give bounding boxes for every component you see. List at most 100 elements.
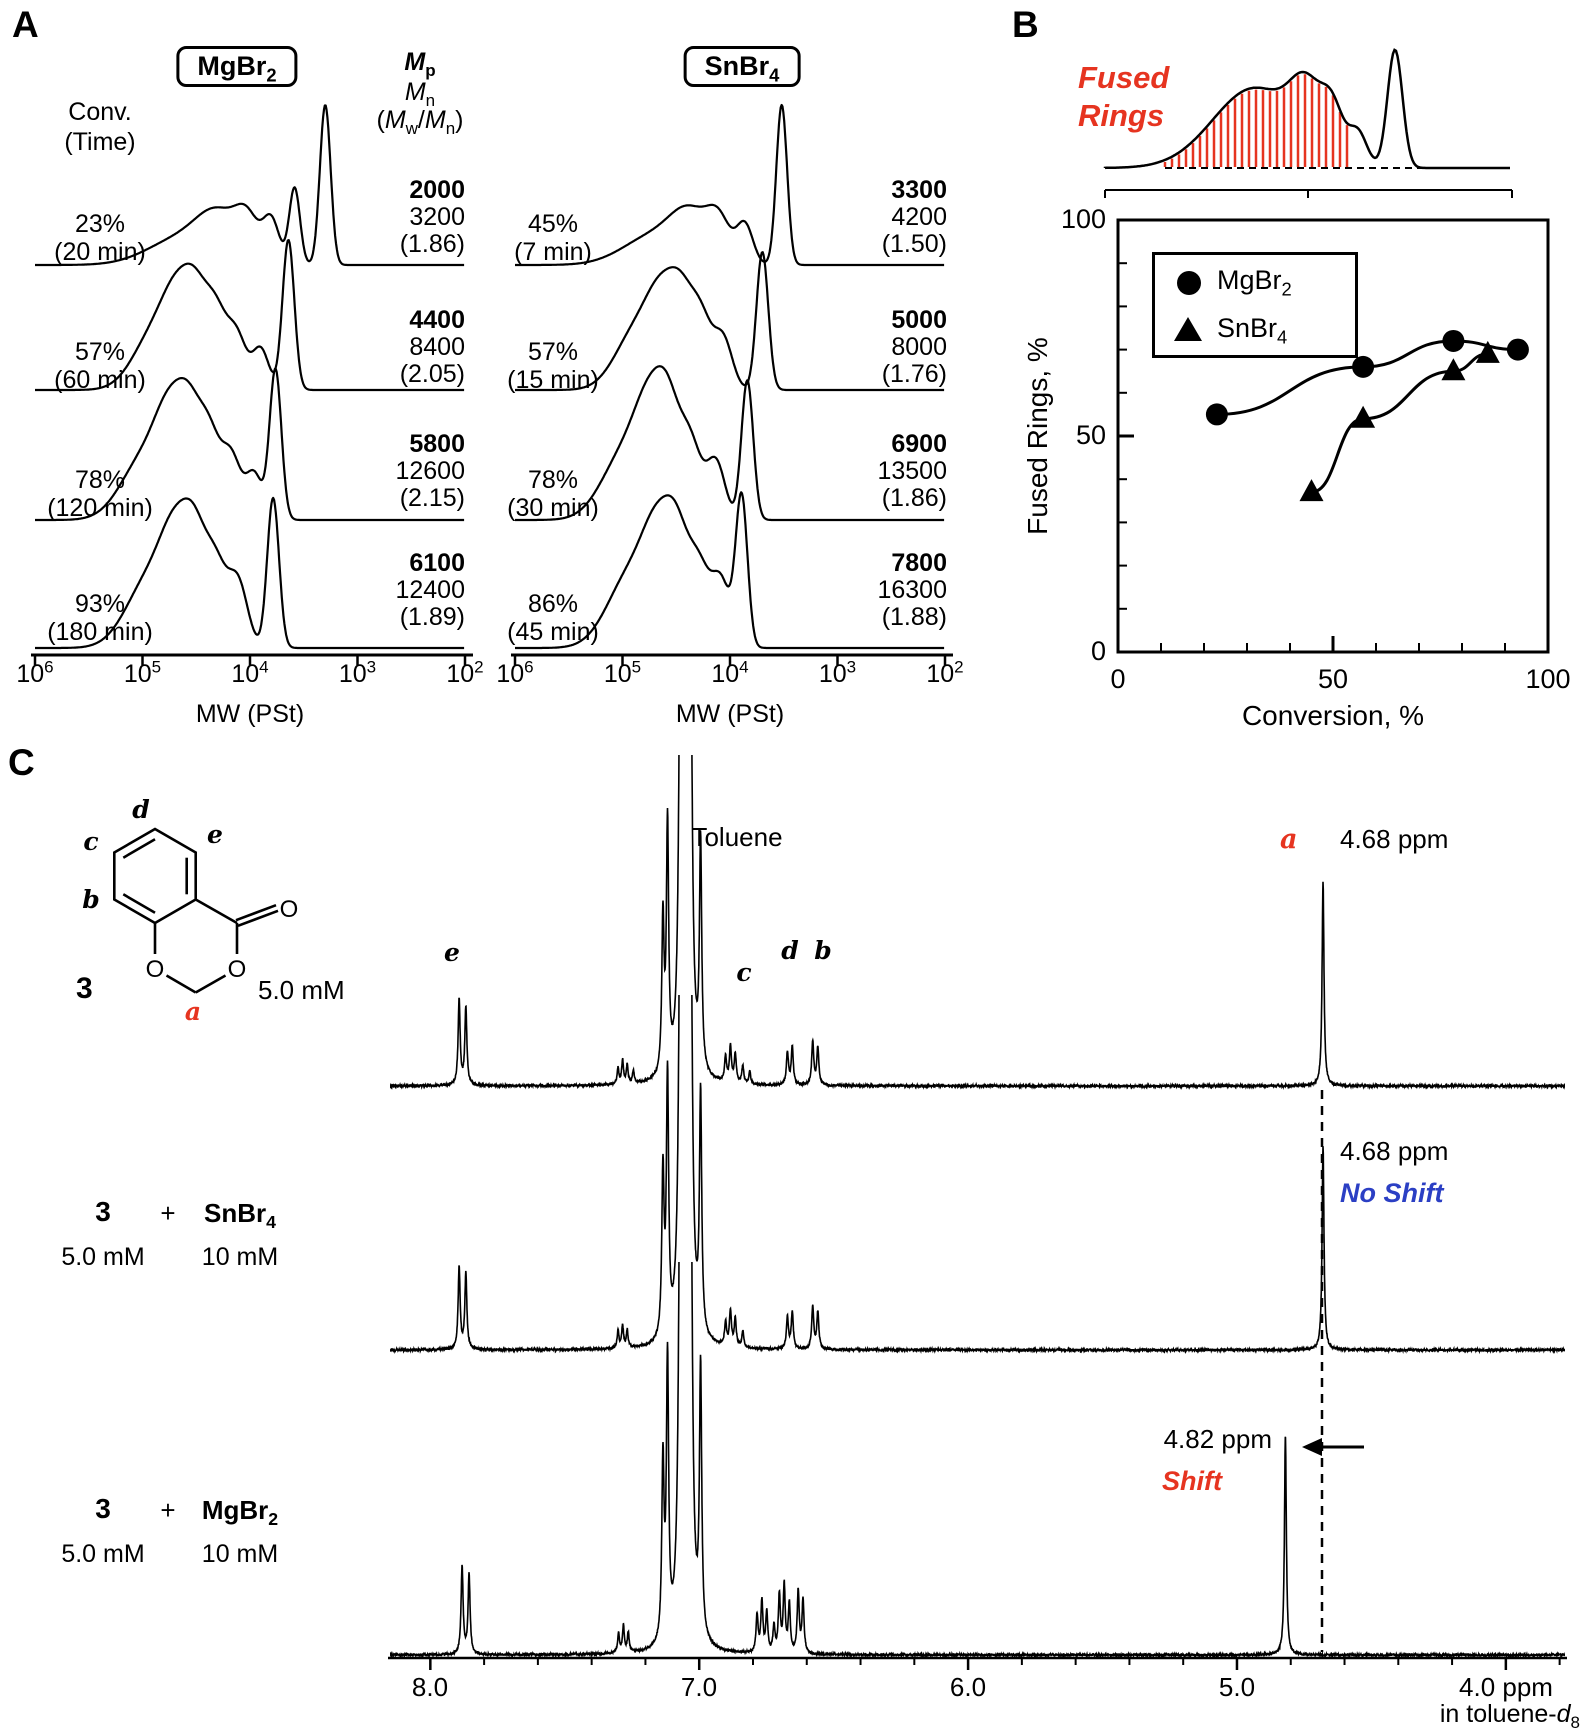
trace-time-label: (45 min) [507,618,599,646]
trend-curve-snbr4 [1311,352,1488,494]
trace-pdi-value: (2.05) [399,360,465,388]
trace-pdi-value: (1.88) [881,603,947,631]
atom-label-e: e [207,820,223,849]
trace-pdi-value: (1.86) [399,230,465,258]
carbonyl-oxygen: O [280,896,299,923]
data-point-circle [1352,355,1375,378]
gpc-trace-curve [514,251,945,392]
gpc-trace-curve [34,496,465,650]
pdi-header: (Mw/Mn) [376,106,464,138]
mix2-reagent: SnBr4 [204,1198,276,1233]
mix3-reagent: MgBr2 [201,1495,279,1530]
trace-conversion-label: 57% [74,338,126,366]
trace-mn-value: 8000 [891,333,947,361]
peak-c-label: c [736,958,752,987]
trace-mn-value: 4200 [891,203,947,231]
atom-label-b: b [82,885,99,914]
mw-axis-tick: 105 [123,657,162,688]
mix2-conc1: 5.0 mM [61,1243,145,1271]
trace-conversion-label: 45% [527,210,579,238]
peak-b-label: b [814,936,832,965]
shift-arrow-head [1302,1438,1322,1456]
data-point-triangle [1475,340,1500,363]
gpc-trace-curve [34,104,465,267]
mw-axis-tick: 103 [818,657,857,688]
ppm-tick-8: 8.0 [411,1672,449,1702]
trace-pdi-value: (1.76) [881,360,947,388]
data-point-circle [1442,329,1465,352]
trace-time-label: (15 min) [507,366,599,394]
compound-3-structure: O O O d c b e a [82,795,299,1026]
ppm-tick-7: 7.0 [680,1672,718,1702]
trace-conversion-label: 86% [527,590,579,618]
trace-conversion-label: 78% [74,466,126,494]
trace-pdi-value: (1.86) [881,484,947,512]
data-point-circle [1205,403,1228,426]
ppm-axis [388,1656,1567,1670]
mw-axis-tick: 106 [496,657,534,688]
nmr-annotation-overlay [1302,1090,1364,1652]
s3-shift-note: Shift [1162,1466,1222,1496]
solvent-note: in toluene-d8 [1439,1700,1580,1731]
data-point-triangle [1441,358,1466,381]
s2-shift-value: 4.68 ppm [1340,1136,1449,1166]
fused-rings-plot [1116,218,1550,654]
gpc-traces-snbr4 [511,103,953,665]
legend-circle-marker [1177,271,1201,295]
catalyst-label-mgbr2: MgBr2 [176,46,298,87]
ring-oxygen-right: O [228,956,247,983]
conv-header-line1: Conv. [68,98,132,126]
trace-conversion-label: 78% [527,466,579,494]
trace-mn-value: 12400 [395,576,465,604]
peak-a-label: a [1280,824,1298,855]
panel-b-label: B [1012,4,1039,45]
nmr-spectrum-compound3 [390,755,1565,1090]
atom-labels: d c b e a [82,795,223,1026]
y-tick-0: 0 [1090,636,1106,666]
gpc-traces-mgbr2 [31,104,473,665]
atom-label-d: d [132,795,149,824]
ppm-tick-5: 5.0 [1218,1672,1256,1702]
legend-label-snbr4: SnBr4 [1217,313,1288,348]
trace-mn-value: 8400 [409,333,465,361]
gpc-trace-curve [34,239,465,392]
toluene-label: Toluene [691,822,783,852]
trace-mn-value: 3200 [409,203,465,231]
nmr-trace [390,1262,1565,1658]
mp-header: Mp [404,48,436,80]
x-tick-50: 50 [1317,664,1349,694]
ring-oxygen-left: O [146,956,165,983]
y-tick-100: 100 [1060,204,1106,234]
trace-conversion-label: 93% [74,590,126,618]
trace-mp-value: 5800 [409,430,465,458]
trace-mp-value: 7800 [891,549,947,577]
trend-curve-mgbr2 [1216,339,1518,416]
trace-mn-value: 12600 [395,457,465,485]
trace-conversion-label: 23% [74,210,126,238]
ppm-tick-6: 6.0 [949,1672,987,1702]
atom-label-c: c [83,827,98,856]
x-axis-label: Conversion, % [1241,700,1425,731]
mix2-plus: + [160,1198,176,1228]
s1-shift-value: 4.68 ppm [1340,824,1449,854]
trace-pdi-value: (1.89) [399,603,465,631]
nmr-spectrum-mgbr2 [390,1262,1565,1658]
mw-axis-tick: 102 [926,657,964,688]
data-point-triangle [1351,405,1376,428]
trace-time-label: (30 min) [507,494,599,522]
trace-mn-value: 16300 [877,576,947,604]
gpc-trace-curve [514,491,945,650]
conv-header-line2: (Time) [64,128,136,156]
trace-time-label: (60 min) [54,366,146,394]
mix2-compound: 3 [95,1196,111,1227]
mix3-conc1: 5.0 mM [61,1540,145,1568]
fused-rings-inset-chart [1103,48,1513,198]
panel-a-label: A [12,4,39,45]
trace-mp-value: 6900 [891,430,947,458]
nmr-trace [390,995,1565,1355]
inset-gpc-curve [1103,48,1510,170]
mix3-compound: 3 [95,1493,111,1524]
mw-axis-tick: 106 [16,657,54,688]
mw-axis-tick: 104 [711,657,749,688]
peak-d-label: d [781,936,799,965]
